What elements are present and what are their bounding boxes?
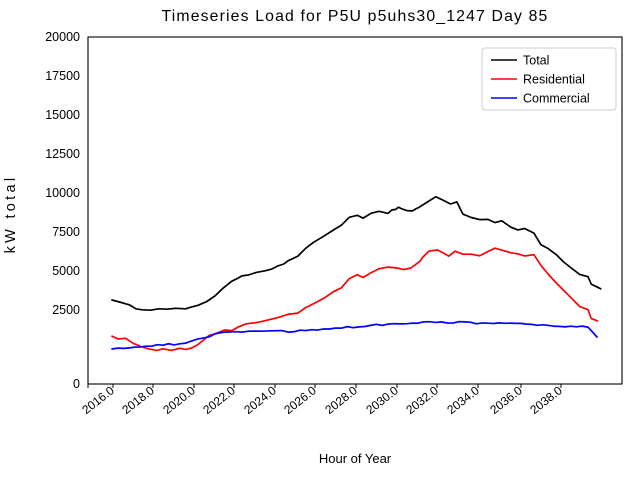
svg-text:2030.0: 2030.0 xyxy=(363,383,401,417)
svg-text:Total: Total xyxy=(523,54,549,68)
svg-text:2500: 2500 xyxy=(52,303,80,317)
svg-text:Residential: Residential xyxy=(523,73,585,87)
svg-text:2032.0: 2032.0 xyxy=(403,383,441,417)
svg-text:7500: 7500 xyxy=(52,225,80,239)
svg-text:Hour of Year: Hour of Year xyxy=(319,451,392,466)
svg-text:2036.0: 2036.0 xyxy=(487,383,525,417)
svg-text:2020.0: 2020.0 xyxy=(160,383,198,417)
svg-text:12500: 12500 xyxy=(45,147,80,161)
svg-text:2028.0: 2028.0 xyxy=(322,383,360,417)
svg-text:0: 0 xyxy=(73,377,80,391)
svg-text:2038.0: 2038.0 xyxy=(527,383,565,417)
svg-text:5000: 5000 xyxy=(52,264,80,278)
svg-text:2026.0: 2026.0 xyxy=(281,383,319,417)
svg-text:2018.0: 2018.0 xyxy=(119,383,157,417)
svg-text:2024.0: 2024.0 xyxy=(241,383,279,417)
svg-text:kW total: kW total xyxy=(3,175,19,254)
svg-text:2034.0: 2034.0 xyxy=(444,383,482,417)
svg-text:10000: 10000 xyxy=(45,186,80,200)
svg-text:Timeseries Load for P5U p5uhs3: Timeseries Load for P5U p5uhs30_1247 Day… xyxy=(162,8,549,25)
svg-text:20000: 20000 xyxy=(45,30,80,44)
svg-text:2022.0: 2022.0 xyxy=(200,383,238,417)
svg-text:15000: 15000 xyxy=(45,108,80,122)
svg-text:2016.0: 2016.0 xyxy=(79,383,117,417)
svg-text:17500: 17500 xyxy=(45,69,80,83)
svg-text:Commercial: Commercial xyxy=(523,92,590,106)
